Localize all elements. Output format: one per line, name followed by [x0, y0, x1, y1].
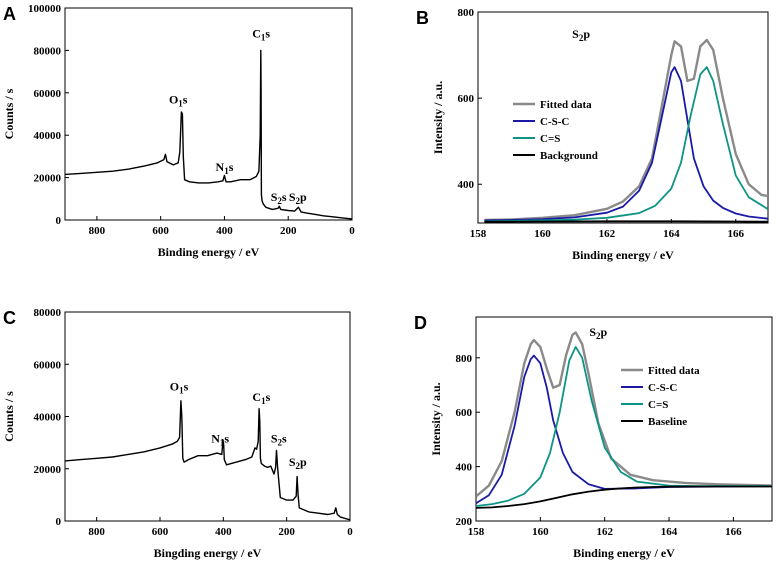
series-line-fitted-data — [476, 331, 772, 498]
x-tick-label: 400 — [216, 225, 233, 237]
y-tick-label: 20000 — [34, 173, 62, 185]
peak-label: S2p — [589, 325, 607, 341]
x-tick-label: 164 — [663, 228, 680, 240]
x-tick-label: 0 — [347, 526, 353, 538]
y-tick-label: 60000 — [34, 359, 62, 371]
peak-label: S2s — [271, 190, 287, 206]
panel-letter: A — [3, 4, 16, 24]
panel-letter: C — [3, 308, 16, 328]
x-tick-label: 162 — [596, 526, 613, 538]
y-tick-label: 600 — [458, 93, 475, 105]
y-axis-title: Intensity / a.u. — [429, 382, 443, 455]
legend-label: C=S — [648, 399, 668, 411]
series-line-c-s — [484, 66, 768, 223]
legend-label: Background — [540, 150, 598, 162]
series-line-fitted-data — [484, 38, 768, 222]
x-tick-label: 158 — [470, 228, 487, 240]
y-axis-title: Intensity / a.u. — [431, 81, 445, 154]
x-tick-label: 164 — [661, 526, 678, 538]
y-tick-label: 600 — [456, 407, 473, 419]
y-tick-label: 0 — [56, 516, 62, 528]
peak-label: S2p — [289, 190, 307, 206]
panel-d: D 158 160 162 164 166 200 400 600 800 Binding ener… — [414, 313, 773, 560]
x-tick-label: 800 — [88, 526, 105, 538]
y-tick-label: 20000 — [34, 464, 62, 476]
legend-label: C-S-C — [648, 382, 677, 394]
x-tick-label: 600 — [152, 526, 169, 538]
y-tick-label: 60000 — [34, 88, 62, 100]
y-tick-label: 400 — [456, 462, 473, 474]
peak-label: S2p — [289, 455, 307, 471]
x-tick-label: 166 — [725, 526, 742, 538]
x-tick-label: 0 — [349, 225, 355, 237]
y-tick-label: 400 — [458, 179, 475, 191]
peak-label: C1s — [252, 27, 270, 43]
x-tick-label: 166 — [728, 228, 745, 240]
x-axis-title: Binding energy / eV — [158, 245, 260, 259]
peak-label: N1s — [211, 432, 229, 448]
panel-letter: B — [416, 8, 429, 28]
series-line-c-s — [476, 346, 772, 507]
y-tick-label: 100000 — [28, 3, 62, 15]
x-tick-label: 200 — [280, 225, 297, 237]
y-axis-title: Counts / s — [2, 88, 16, 139]
x-tick-label: 160 — [532, 526, 549, 538]
legend-label: Fitted data — [540, 99, 592, 111]
x-tick-label: 158 — [468, 526, 485, 538]
legend-label: C=S — [540, 133, 560, 145]
peak-label: N1s — [216, 160, 234, 176]
panel-letter: D — [414, 313, 427, 333]
series-line-c-s-c — [484, 66, 768, 222]
legend: Fitted data C-S-C C=S Background — [513, 99, 598, 162]
x-axis-title: Binding energy / eV — [573, 546, 675, 560]
y-tick-label: 800 — [458, 7, 475, 19]
legend: Fitted data C-S-C C=S Baseline — [621, 365, 700, 428]
peak-label: S2p — [572, 27, 590, 43]
y-axis-title: Counts / s — [2, 391, 16, 442]
y-tick-label: 200 — [456, 516, 473, 528]
x-tick-label: 800 — [89, 225, 106, 237]
plot-frame — [477, 11, 769, 224]
y-tick-label: 80000 — [34, 45, 62, 57]
x-tick-label: 200 — [278, 526, 295, 538]
y-tick-label: 40000 — [34, 130, 62, 142]
peak-label: C1s — [252, 390, 270, 406]
series-line-baseline — [476, 485, 772, 509]
peak-label: O1s — [169, 92, 188, 108]
series-line-survey — [65, 49, 352, 220]
peak-label: O1s — [170, 379, 189, 395]
x-tick-label: 600 — [152, 225, 169, 237]
plot-frame — [475, 316, 773, 522]
y-tick-label: 0 — [56, 215, 62, 227]
x-tick-label: 162 — [599, 228, 616, 240]
series-line-survey — [65, 400, 350, 521]
x-axis-title: Bingding energy / eV — [154, 546, 262, 560]
y-tick-label: 800 — [456, 353, 473, 365]
x-tick-label: 160 — [534, 228, 551, 240]
y-tick-label: 80000 — [34, 307, 62, 319]
x-tick-label: 400 — [215, 526, 232, 538]
x-axis-title: Binding energy / eV — [572, 248, 674, 262]
y-tick-label: 40000 — [34, 412, 62, 424]
panel-b: B 158 160 162 164 166 400 600 800 Binding energy … — [416, 7, 769, 262]
legend-label: Fitted data — [648, 365, 700, 377]
plot-frame — [64, 311, 351, 522]
peak-label: S2s — [271, 432, 287, 448]
legend-label: Baseline — [648, 416, 687, 428]
legend-label: C-S-C — [540, 116, 569, 128]
plot-frame — [64, 7, 353, 221]
